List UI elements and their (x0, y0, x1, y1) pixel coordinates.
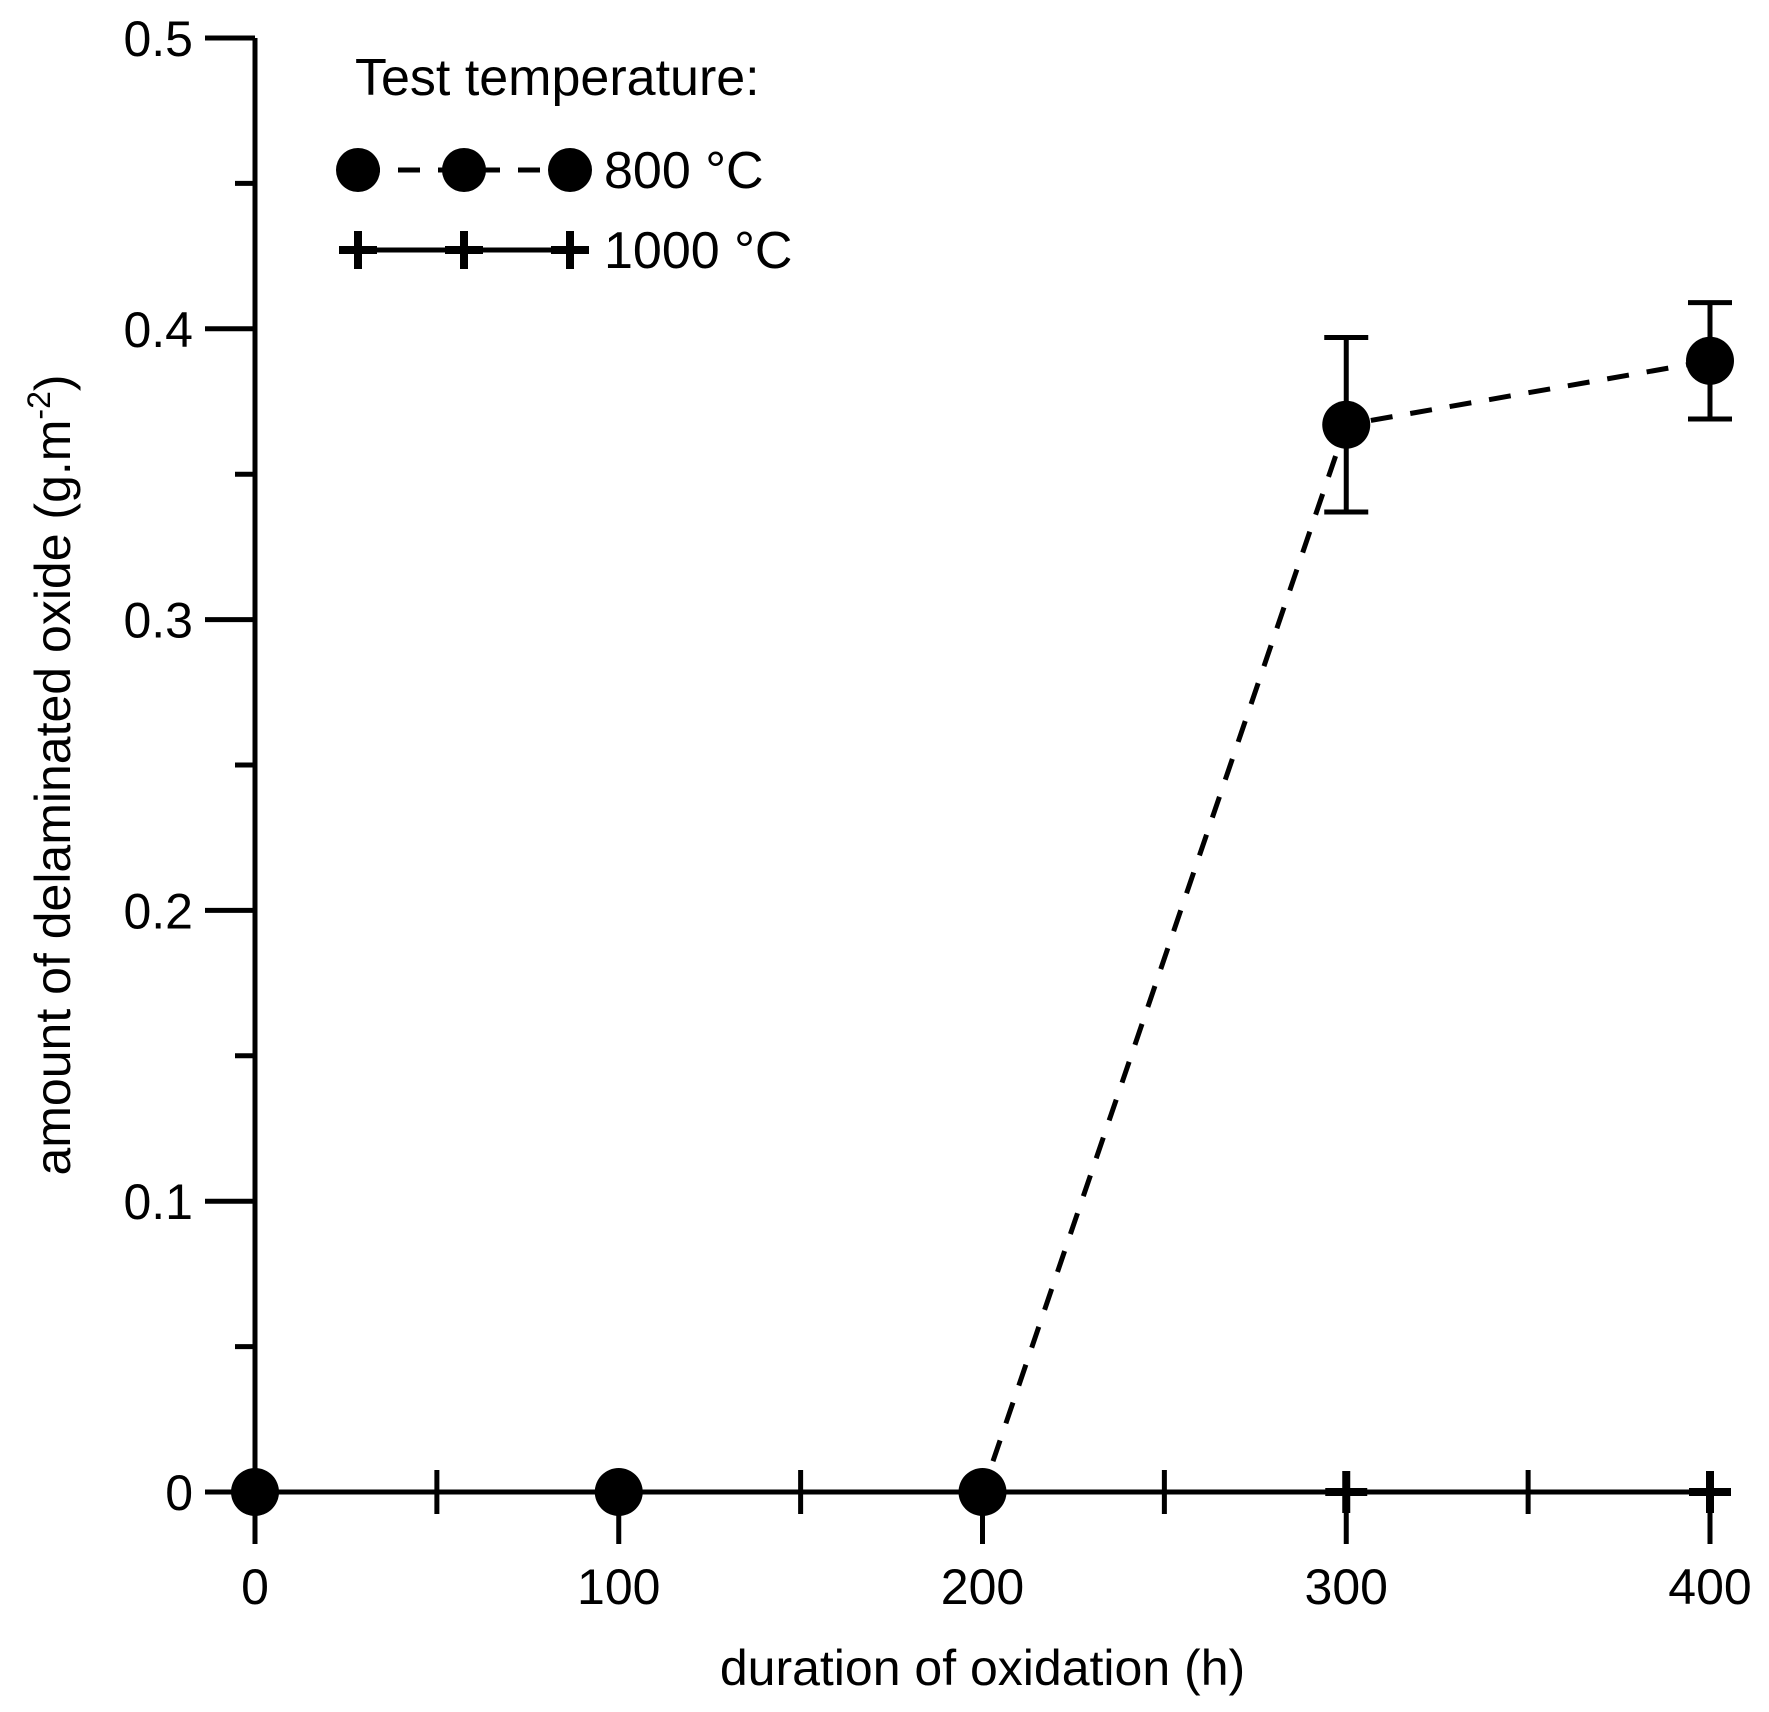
y-axis-title-superscript: -2 (21, 391, 57, 419)
legend-marker (445, 231, 483, 269)
x-axis-title: duration of oxidation (h) (720, 1640, 1245, 1696)
legend-item: 800 °C (336, 142, 764, 200)
data-point (1686, 336, 1734, 385)
data-point (1325, 1471, 1368, 1513)
x-tick-label: 0 (241, 1559, 269, 1615)
y-axis-title: amount of delaminated oxide (g.m-2) (21, 374, 81, 1175)
y-tick-label: 0.4 (123, 302, 193, 358)
x-tick-label: 200 (941, 1559, 1024, 1615)
y-tick-label: 0 (165, 1465, 193, 1521)
legend-marker (548, 148, 592, 192)
data-point (1689, 1471, 1731, 1513)
legend: Test temperature: 800 °C 1000 °C (336, 49, 792, 280)
legend-marker (336, 148, 380, 192)
x-tick-label: 300 (1305, 1559, 1388, 1615)
series-line (255, 358, 1711, 1495)
data-point (1322, 400, 1371, 449)
legend-marker (339, 231, 377, 269)
y-axis-title-end: ) (25, 374, 81, 391)
y-tick-label: 0.3 (123, 593, 193, 649)
y-axis-title-main: amount of delaminated oxide (g.m (25, 420, 81, 1176)
legend-item: 1000 °C (339, 222, 792, 280)
data-point (597, 1471, 640, 1513)
legend-title: Test temperature: (355, 49, 760, 107)
data-point (234, 1471, 276, 1513)
legend-label: 800 °C (604, 142, 764, 200)
y-tick-label: 0.5 (123, 11, 193, 67)
x-tick-label: 100 (577, 1559, 660, 1615)
legend-label: 1000 °C (604, 222, 792, 280)
series-800c (231, 300, 1734, 1516)
series-1000c (234, 1471, 1731, 1513)
data-point (961, 1471, 1004, 1513)
y-tick-label: 0.2 (123, 883, 193, 939)
axes: 0 0.1 0.2 0.3 0.4 0.5 0 100 200 300 400 (123, 11, 1751, 1615)
y-tick-label: 0.1 (123, 1174, 193, 1230)
legend-marker (551, 231, 589, 269)
legend-marker (442, 148, 486, 192)
series-layer (231, 300, 1734, 1516)
legend-items: 800 °C 1000 °C (336, 142, 792, 280)
x-tick-label: 400 (1668, 1559, 1751, 1615)
